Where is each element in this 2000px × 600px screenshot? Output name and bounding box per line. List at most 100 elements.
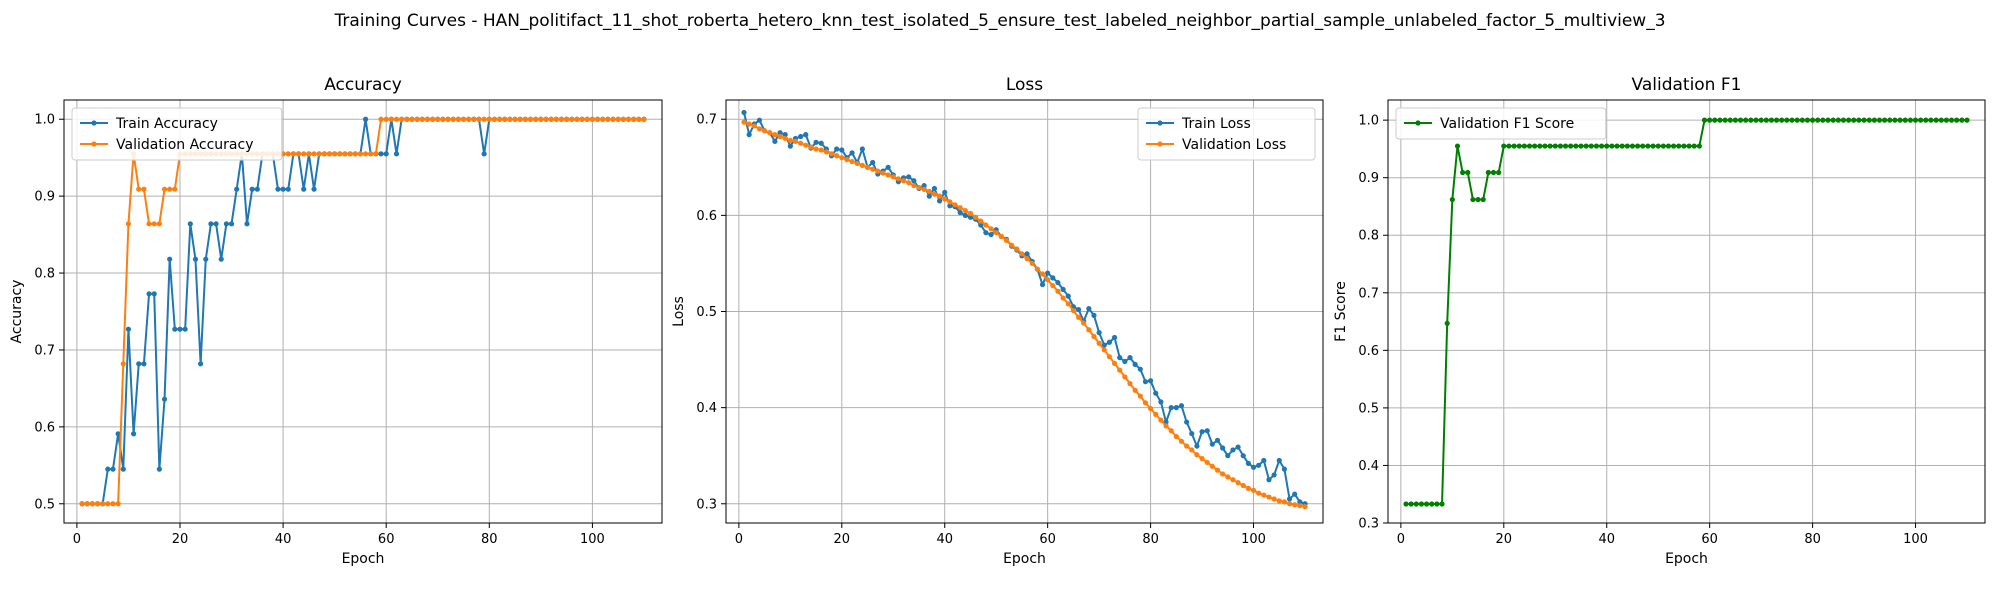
data-point bbox=[1655, 143, 1661, 149]
data-point bbox=[1485, 169, 1491, 176]
data-point bbox=[1147, 378, 1154, 384]
data-point bbox=[931, 185, 938, 192]
data-point bbox=[177, 326, 183, 332]
data-point bbox=[1086, 306, 1092, 312]
data-point bbox=[988, 231, 994, 238]
data-point bbox=[962, 207, 968, 214]
series-line-1 bbox=[743, 112, 1306, 505]
data-point bbox=[1204, 459, 1210, 466]
data-point bbox=[337, 151, 343, 157]
data-point bbox=[926, 193, 932, 199]
data-point bbox=[151, 221, 157, 227]
data-point bbox=[1743, 117, 1749, 123]
data-point bbox=[1045, 277, 1051, 283]
data-point bbox=[1142, 400, 1149, 406]
data-point bbox=[1876, 117, 1883, 123]
data-point bbox=[615, 116, 621, 122]
data-point bbox=[1168, 428, 1174, 434]
data-point bbox=[1681, 143, 1687, 149]
data-point bbox=[1281, 499, 1287, 505]
data-point bbox=[1106, 354, 1113, 360]
data-point bbox=[378, 116, 384, 122]
data-point bbox=[631, 116, 637, 122]
data-point bbox=[1199, 455, 1205, 462]
data-point bbox=[1147, 406, 1154, 412]
data-point bbox=[275, 186, 281, 192]
data-point bbox=[1609, 143, 1615, 149]
data-point bbox=[1137, 366, 1143, 372]
data-point bbox=[543, 116, 549, 122]
y-tick-label: 0.4 bbox=[1358, 459, 1379, 474]
data-point bbox=[203, 256, 209, 262]
data-point bbox=[589, 116, 596, 122]
data-point bbox=[316, 151, 322, 157]
data-point bbox=[900, 178, 907, 184]
data-point bbox=[890, 174, 896, 180]
data-point bbox=[1117, 355, 1123, 361]
data-point bbox=[1173, 405, 1179, 411]
data-point bbox=[1271, 496, 1277, 502]
data-point bbox=[625, 116, 632, 122]
data-point bbox=[1444, 320, 1450, 326]
data-point bbox=[777, 133, 783, 140]
data-point bbox=[1413, 501, 1419, 507]
data-point bbox=[1645, 143, 1651, 149]
data-point bbox=[746, 132, 752, 138]
data-point bbox=[579, 116, 585, 122]
data-point bbox=[1184, 419, 1190, 425]
data-point bbox=[115, 501, 121, 507]
data-point bbox=[782, 132, 788, 138]
data-point bbox=[983, 222, 989, 228]
data-point bbox=[1768, 117, 1775, 123]
data-point bbox=[517, 116, 523, 122]
data-point bbox=[1276, 457, 1282, 464]
data-point bbox=[1840, 117, 1847, 123]
x-axis-label: Epoch bbox=[1665, 551, 1708, 567]
y-tick-label: 0.6 bbox=[1358, 344, 1379, 359]
y-tick-label: 0.7 bbox=[696, 113, 717, 128]
data-point bbox=[1194, 452, 1200, 458]
data-point bbox=[1938, 117, 1944, 123]
x-tick-label: 100 bbox=[1241, 532, 1266, 547]
data-point bbox=[1465, 169, 1471, 176]
data-point bbox=[1209, 441, 1215, 447]
data-point bbox=[870, 166, 876, 172]
data-point bbox=[1050, 282, 1056, 289]
data-point bbox=[533, 116, 539, 122]
data-point bbox=[136, 186, 142, 192]
data-point bbox=[1122, 358, 1128, 365]
legend-label: Validation Loss bbox=[1182, 137, 1286, 153]
data-point bbox=[1050, 275, 1056, 281]
x-tick-label: 80 bbox=[1142, 532, 1159, 547]
data-point bbox=[507, 116, 513, 122]
data-point bbox=[244, 221, 250, 227]
data-point bbox=[548, 116, 554, 122]
data-point bbox=[486, 116, 492, 122]
data-point bbox=[161, 186, 168, 192]
data-point bbox=[146, 221, 152, 227]
data-point bbox=[538, 116, 544, 122]
data-point bbox=[1799, 117, 1805, 123]
data-point bbox=[1266, 494, 1272, 500]
data-point bbox=[1276, 498, 1282, 504]
data-point bbox=[834, 146, 840, 152]
data-point bbox=[1671, 143, 1677, 149]
data-point bbox=[1460, 169, 1466, 176]
x-tick-label: 80 bbox=[1804, 532, 1821, 547]
data-point bbox=[105, 466, 111, 472]
data-point bbox=[1096, 340, 1102, 346]
data-point bbox=[828, 151, 835, 157]
data-point bbox=[849, 158, 855, 165]
data-point bbox=[213, 221, 219, 227]
data-point bbox=[1861, 117, 1867, 123]
data-point bbox=[1691, 143, 1697, 149]
data-point bbox=[746, 121, 752, 127]
data-point bbox=[404, 116, 410, 122]
data-point bbox=[383, 116, 389, 122]
data-point bbox=[1178, 438, 1185, 444]
data-point bbox=[1189, 447, 1195, 453]
data-point bbox=[600, 116, 606, 122]
data-point bbox=[1024, 256, 1030, 262]
data-point bbox=[1779, 117, 1785, 123]
data-point bbox=[1588, 143, 1594, 149]
